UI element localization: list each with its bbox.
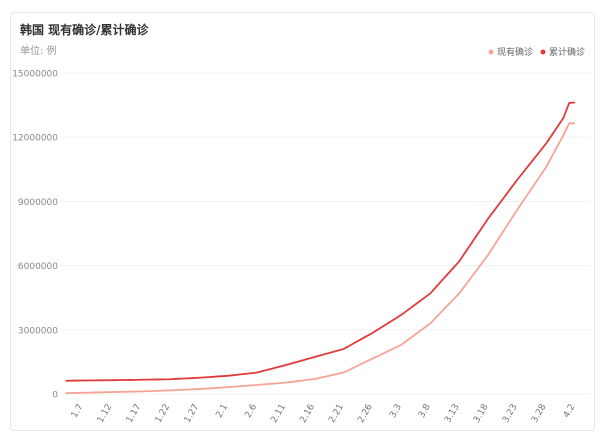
legend-label: 现有确诊 xyxy=(497,46,533,58)
card xyxy=(10,12,595,431)
x-tick-label: 4.2 xyxy=(562,403,578,420)
x-tick-label: 1.27 xyxy=(183,403,202,425)
chart-subtitle: 单位: 例 xyxy=(20,44,57,57)
x-tick-label: 2.26 xyxy=(356,402,375,425)
y-tick-label: 12000000 xyxy=(12,134,58,144)
y-tick-label: 15000000 xyxy=(12,70,58,80)
chart-title: 韩国 现有确诊/累计确诊 xyxy=(20,22,150,37)
x-tick-label: 3.8 xyxy=(417,402,433,420)
x-tick-label: 3.13 xyxy=(443,403,462,425)
legend-label: 累计确诊 xyxy=(549,46,585,58)
y-tick-label: 6000000 xyxy=(18,262,58,272)
x-tick-label: 3.18 xyxy=(472,402,491,425)
x-tick-label: 1.17 xyxy=(125,403,144,425)
legend-marker xyxy=(488,49,494,55)
x-tick-label: 2.11 xyxy=(269,403,288,425)
y-tick-label: 9000000 xyxy=(18,198,58,208)
series-line xyxy=(65,122,575,395)
x-tick-label: 2.6 xyxy=(243,402,259,420)
series-line xyxy=(65,101,576,382)
y-tick-label: 0 xyxy=(52,391,58,401)
legend-marker xyxy=(540,49,546,55)
x-tick-label: 2.1 xyxy=(214,403,230,420)
x-tick-label: 1.22 xyxy=(154,403,173,425)
y-tick-label: 3000000 xyxy=(18,326,58,336)
x-tick-label: 3.23 xyxy=(501,403,520,425)
x-tick-label: 3.28 xyxy=(530,402,549,425)
x-tick-label: 2.16 xyxy=(298,402,317,425)
x-tick-label: 2.21 xyxy=(327,403,346,425)
x-tick-label: 1.7 xyxy=(70,403,86,420)
x-tick-label: 3.3 xyxy=(388,403,404,420)
x-tick-label: 1.12 xyxy=(96,403,115,425)
